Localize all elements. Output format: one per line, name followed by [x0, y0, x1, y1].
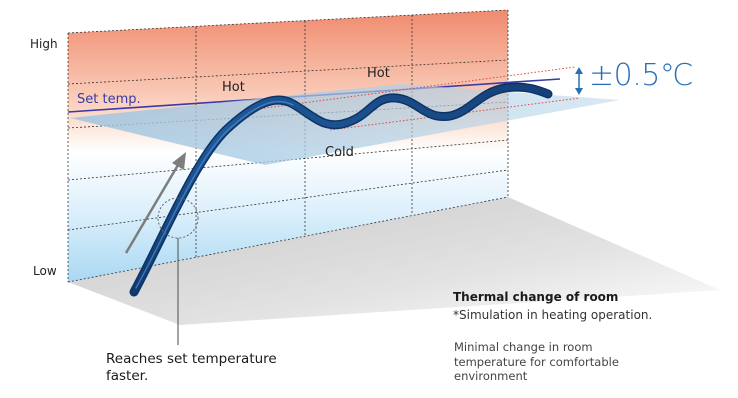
cold-label: Cold [325, 145, 354, 160]
set-temp-label: Set temp. [77, 92, 141, 107]
tolerance-arrow-icon [575, 67, 583, 95]
caption-note: *Simulation in heating operation. [453, 308, 653, 322]
highlight-circle [157, 197, 199, 239]
reaches-callout: Reaches set temperature faster. [106, 351, 277, 384]
floor-plane [68, 197, 720, 325]
caption-description: Minimal change in room temperature for c… [454, 340, 619, 383]
axis-high-label: High [30, 37, 58, 51]
caption-title: Thermal change of room [453, 290, 619, 304]
hot-label-first: Hot [222, 80, 245, 95]
tolerance-label: ±0.5℃ [589, 58, 694, 93]
axis-low-label: Low [33, 264, 57, 278]
trend-arrow [124, 152, 186, 254]
hot-label-second: Hot [367, 66, 390, 81]
